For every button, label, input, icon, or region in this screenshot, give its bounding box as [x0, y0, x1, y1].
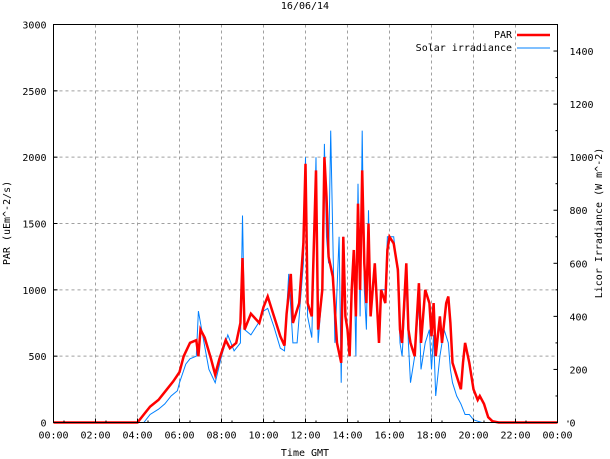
x-tick-label: 06:00 — [164, 431, 194, 442]
y-tick-label: 2500 — [22, 87, 46, 98]
y2-tick-label: 800 — [570, 206, 588, 217]
y2-tick-label: 200 — [570, 365, 588, 376]
x-tick-label: 16:00 — [374, 431, 404, 442]
y2-axis-label: Licor Irradiance (W m^-2) — [594, 148, 605, 299]
y-tick-label: 1500 — [22, 220, 46, 231]
y-tick-label: 3000 — [22, 21, 46, 32]
y2-tick-label: 400 — [570, 312, 588, 323]
x-tick-label: 18:00 — [416, 431, 446, 442]
y2-tick-label: 0 — [570, 419, 576, 430]
legend-label-solar: Solar irradiance — [416, 43, 512, 54]
x-tick-label: 00:00 — [38, 431, 68, 442]
y2-tick-label: 600 — [570, 259, 588, 270]
x-tick-label: 14:00 — [332, 431, 362, 442]
x-tick-label: 10:00 — [248, 431, 278, 442]
legend-label-par: PAR — [494, 30, 513, 41]
x-tick-label: 04:00 — [122, 431, 152, 442]
y-tick-label: 500 — [28, 352, 46, 363]
chart-title: 16/06/14 — [281, 1, 329, 12]
legend: PAR Solar irradiance — [416, 30, 550, 54]
series-layer — [53, 130, 558, 424]
y-tick-label: 0 — [40, 419, 46, 430]
ticks: 00:00 02:00 04:00 06:00 08:00 10:00 12:00 14:00… — [22, 21, 593, 442]
x-tick-label: 22:00 — [500, 431, 530, 442]
y-tick-label: 1000 — [22, 286, 46, 297]
x-tick-label: 12:00 — [290, 431, 320, 442]
x-axis-label: Time GMT — [281, 448, 329, 459]
x-tick-label: 00:00 — [542, 431, 572, 442]
y-axis-label: PAR (uEm^-2/s) — [2, 181, 13, 265]
x-tick-label: 20:00 — [458, 431, 488, 442]
y2-tick-label: 1400 — [570, 47, 594, 58]
y2-tick-label: 1000 — [570, 153, 594, 164]
x-tick-label: 02:00 — [80, 431, 110, 442]
y-tick-label: 2000 — [22, 153, 46, 164]
series-line-par — [53, 157, 558, 424]
x-tick-label: 08:00 — [206, 431, 236, 442]
y2-tick-label: 1200 — [570, 100, 594, 111]
